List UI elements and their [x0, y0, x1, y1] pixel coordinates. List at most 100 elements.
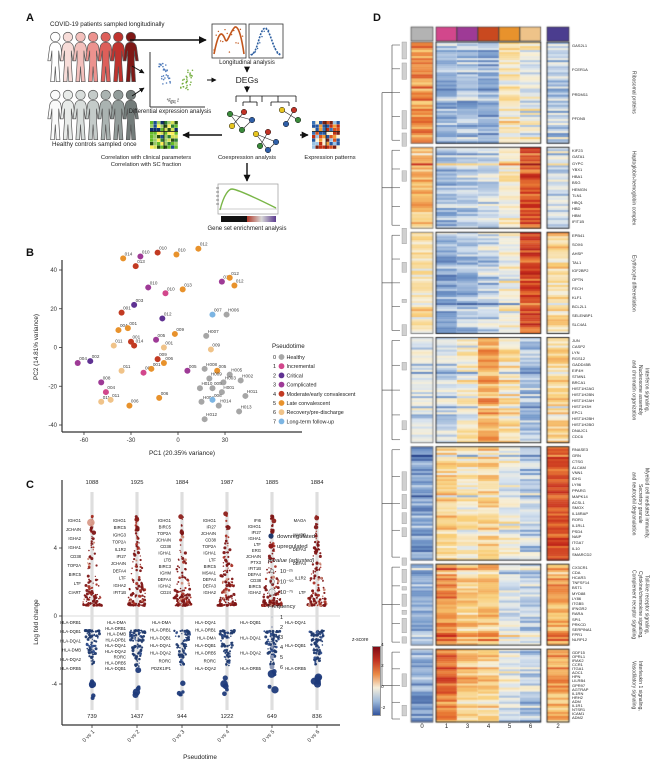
heatmap-gene-label: DNAJC1 [572, 428, 588, 434]
heatmap-gene-label: HRH2 [572, 694, 583, 700]
heatmap-gene-label: FPR1 [572, 632, 583, 638]
svg-text:BIRC5: BIRC5 [159, 525, 172, 530]
svg-text:1: 1 [273, 364, 276, 370]
coexpression-networks [226, 106, 302, 154]
svg-text:HLA-DMB: HLA-DMB [107, 632, 126, 637]
corr-caption-2: Correlation with SC fraction [111, 162, 182, 168]
heatmap-gene-label: SLC4A1 [572, 322, 587, 328]
person-icon [110, 89, 127, 141]
svg-text:006: 006 [161, 391, 169, 396]
person-icon [60, 31, 76, 83]
svg-text:CD24: CD24 [160, 590, 171, 595]
svg-text:Late convalescent: Late convalescent [287, 401, 331, 407]
heatmap-column-label: 4 [486, 724, 491, 730]
svg-text:3: 3 [280, 635, 283, 641]
svg-text:009: 009 [159, 352, 167, 357]
svg-text:CIART: CIART [69, 590, 82, 595]
svg-text:20: 20 [50, 307, 57, 313]
heatmap-gene-label: BST1 [572, 585, 583, 591]
svg-text:HLA-DMA: HLA-DMA [107, 620, 126, 625]
heatmap-gene-label: AGTRAP [572, 686, 589, 692]
svg-text:CD38: CD38 [205, 538, 216, 543]
svg-text:-4: -4 [52, 682, 58, 688]
heatmap-gene-label: IL1R1 [572, 703, 583, 709]
svg-text:010: 010 [150, 280, 158, 285]
svg-text:001: 001 [132, 335, 140, 340]
heatmap-gene-label: NTSR1 [572, 707, 586, 713]
svg-text:HLA-DQA2: HLA-DQA2 [60, 657, 82, 662]
heatmap-gene-label: IL10 [572, 546, 580, 551]
svg-text:008: 008 [103, 375, 111, 380]
heatmap-gene-label: TNFSF14 [572, 580, 590, 586]
svg-text:HLA-DRB1: HLA-DRB1 [195, 628, 216, 633]
svg-text:DEFA4: DEFA4 [293, 561, 307, 566]
panel-a-schematic: COVID-19 patients sampled longitudinally… [47, 21, 356, 232]
heatmap-gene-label: SPI1 [572, 616, 581, 622]
heatmap-column-label: 5 [507, 724, 512, 730]
heatmap-category-label: Myeloid cell mediated immunity, Secretory… [630, 447, 664, 560]
svg-text:H014: H014 [220, 399, 231, 404]
heatmap-gene-label: IL1RL1 [572, 522, 585, 528]
svg-text:H007: H007 [208, 329, 219, 334]
heatmap-gene-label: IGF2BP2 [572, 268, 589, 274]
panel-a-label: A [26, 12, 34, 24]
svg-text:012: 012 [164, 311, 172, 316]
deg-gene-labels: IGHG1JCHAINIGHA2IGHA1CD38TOP2ABIRC5LTFCI… [60, 518, 307, 671]
svg-text:HLA-DQB1: HLA-DQB1 [240, 620, 262, 625]
svg-text:HLA-DQA2: HLA-DQA2 [150, 651, 172, 656]
category-line: and chromatin organization [630, 359, 637, 421]
category-line: Ribosomal proteins [630, 71, 637, 115]
heatmap-gene-label: RGS12 [572, 356, 586, 361]
gsea-caption: Gene set enrichment analysis [207, 226, 286, 232]
svg-text:007: 007 [214, 308, 222, 313]
person-icon [123, 31, 139, 83]
covid-caption: COVID-19 patients sampled longitudinally [50, 21, 165, 28]
heatmap-gene-label: MAPK14 [572, 493, 588, 499]
heatmap-gene-label: PSD4 [572, 528, 583, 534]
svg-text:HLA-DQB1: HLA-DQB1 [285, 643, 307, 648]
cluster-dendrogram-mini [235, 95, 297, 106]
svg-text:IGHG1: IGHG1 [248, 524, 262, 529]
heatmap-gene-label: CASP2 [572, 343, 586, 349]
heatmap-gene-label: HBA1 [572, 173, 583, 179]
svg-text:TOP2A: TOP2A [112, 540, 126, 545]
heatmap-gene-label: SERPINA1 [572, 627, 592, 632]
svg-text:6: 6 [273, 410, 276, 416]
person-icon [85, 89, 101, 141]
svg-text:0: 0 [273, 355, 276, 361]
svg-text:Incremental: Incremental [287, 364, 315, 370]
svg-text:005: 005 [189, 364, 197, 369]
heatmap-gene-label: BSG [572, 180, 581, 186]
svg-text:DEFA3: DEFA3 [293, 547, 307, 552]
heatmap-gene-label: MYD88 [572, 590, 586, 596]
heatmap-gene-label: HEMGN [572, 186, 587, 192]
svg-text:6: 6 [280, 665, 283, 671]
colorbar-tick: 4 [381, 643, 384, 648]
svg-text:Healthy: Healthy [287, 355, 306, 361]
heatmap-gene-label: HIST1H2AG [572, 386, 595, 392]
svg-text:2: 2 [273, 373, 276, 379]
heatmap-gene-label: LYN [572, 349, 580, 355]
svg-text:CD38: CD38 [250, 578, 261, 583]
pca-xlabel: PC1 (20.35% variance) [149, 450, 215, 457]
svg-text:1885: 1885 [266, 480, 279, 486]
expression-heatmap-mini [312, 121, 340, 149]
heatmap-column-label: 1 [444, 724, 449, 730]
heatmap-gene-label: HIST1H2BO [572, 422, 595, 428]
deg-legend: downregulated upregulated p-value (adjuste… [267, 533, 315, 671]
heatmap-gene-label: ACSL1 [572, 499, 585, 505]
svg-text:7: 7 [273, 419, 276, 425]
svg-text:LTB: LTB [164, 557, 172, 562]
svg-text:JCHAIN: JCHAIN [66, 527, 81, 532]
person-icon [72, 31, 89, 83]
svg-text:0: 0 [176, 438, 180, 444]
person-icon [110, 31, 127, 83]
svg-text:IFIT1B: IFIT1B [113, 590, 126, 595]
longitudinal-miniplots [211, 23, 284, 59]
svg-text:TOP2A: TOP2A [67, 563, 81, 568]
svg-text:739: 739 [87, 714, 97, 720]
heatmap-gene-label: LY86 [572, 595, 582, 601]
person-icon [60, 89, 76, 141]
heatmap-colorbar [372, 646, 381, 716]
